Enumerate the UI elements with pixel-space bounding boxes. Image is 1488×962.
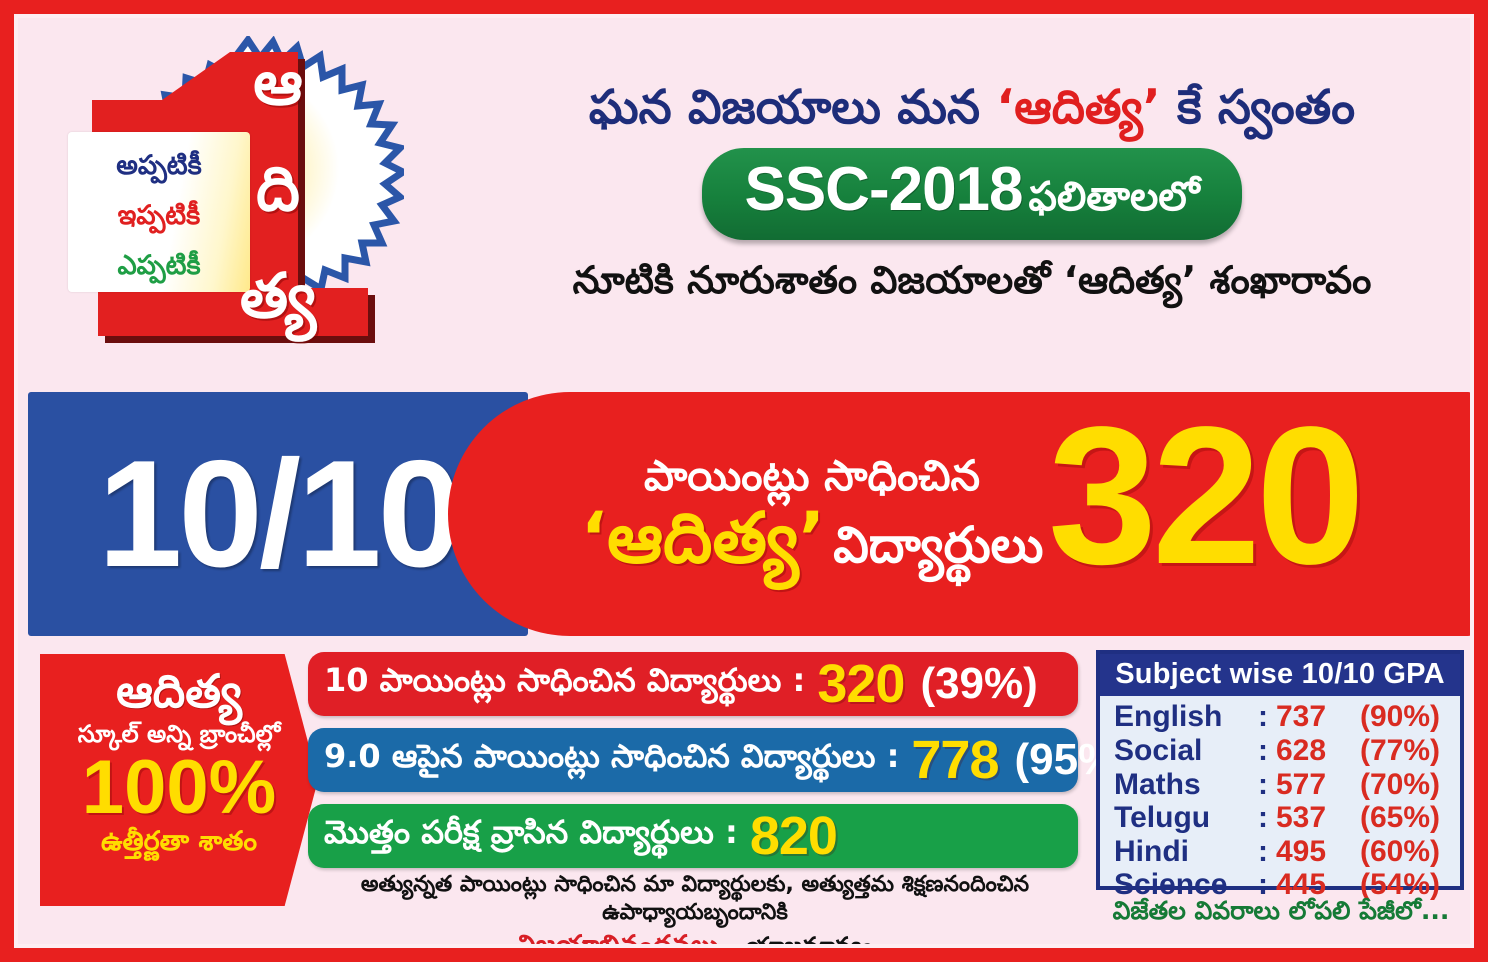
school-logo: అప్పటికీ ఇప్పటికీ ఎప్పటికీ ఆ ది త్య [22,20,482,364]
achievement-count: 320 [1048,392,1365,605]
achievement-text: పాయింట్లు సాధించిన ‘ఆదిత్య’ విద్యార్థులు [532,406,1092,622]
badge-branches-line: స్కూల్ అన్ని బ్రాంచీల్లో [77,720,281,748]
gpa-subject: Social [1114,733,1203,767]
badge-percent-value: 100% [81,745,277,830]
subject-gpa-table: Subject wise 10/10 GPA English : 737 (90… [1096,650,1464,901]
logo-tagline-panel [68,132,250,292]
gpa-separator: : [1258,700,1268,734]
achievement-subline: పాయింట్లు సాధించిన [643,451,981,500]
ssc-exam-badge: SSC-2018 ఫలితాలలో [702,147,1242,240]
gpa-percent: (65%) [1360,801,1441,835]
main-banner: 10/10 పాయింట్లు సాధించిన ‘ఆదిత్య’ విద్యార… [28,392,1474,636]
headline-secondary: నూటికి నూరుశాతం విజయాలతో ‘ఆదిత్య’ శంఖారా… [572,257,1372,302]
badge-percent-caption: ఉత్తీర్ణతా శాతం [100,826,258,857]
logo-brand-vertical: ఆ ది త్య [218,46,338,332]
footer-line-1: అత్యున్నత పాయింట్లు సాధించిన మా విద్యార్… [360,872,1030,925]
badge-brand: ఆదిత్య [116,664,242,718]
gpa-count: 628 [1276,733,1327,767]
stats-bars: 10 పాయింట్లు సాధించిన విద్యార్థులు : 320… [308,652,1132,870]
headline-brand: ‘ఆదిత్య’ [996,80,1161,135]
gpa-separator: : [1258,868,1268,902]
gpa-percent: (90%) [1360,700,1441,734]
gpa-table-body: English : 737 (90%) Social : 628 (77%) M… [1100,696,1460,902]
achievement-brand: ‘ఆదిత్య’ [580,497,826,579]
gpa-row: Telugu : 537 (65%) [1114,801,1450,835]
pass-percentage-badge: ఆదిత్య స్కూల్ అన్ని బ్రాంచీల్లో 100% ఉత్… [40,654,318,906]
gpa-row: Maths : 577 (70%) [1114,768,1450,802]
stat-bar-label: 9.0 ఆపైన పాయింట్లు సాధించిన విద్యార్థులు… [324,737,900,775]
score-panel: 10/10 [28,392,528,636]
gpa-row: Science : 445 (54%) [1114,868,1450,902]
logo-brand-char-2: ది [256,152,300,226]
gpa-count: 577 [1276,767,1327,801]
gpa-separator: : [1258,801,1268,835]
logo-brand-char-1: ఆ [253,46,303,119]
top-section: అప్పటికీ ఇప్పటికీ ఎప్పటికీ ఆ ది త్య ఘన వ… [14,14,1474,366]
tagline-3: ఎప్పటికీ [117,249,201,281]
ssc-badge-latin: SSC-2018 [744,154,1023,224]
gpa-count: 737 [1276,700,1327,734]
footer-congrats: అత్యున్నత పాయింట్లు సాధించిన మా విద్యార్… [300,871,1090,961]
gpa-subject: English [1114,700,1223,734]
achievement-students-word: విద్యార్థులు [833,516,1044,574]
gpa-subject: Telugu [1114,801,1211,835]
gpa-percent: (60%) [1360,834,1441,868]
stat-bar-above-9: 9.0 ఆపైన పాయింట్లు సాధించిన విద్యార్థులు… [308,728,1132,792]
footer-congrats-word: విజయాభినందనలు [516,930,719,961]
gpa-subject: Hindi [1114,834,1189,868]
stat-bar-percent: (39%) [920,659,1038,708]
stat-bar-value: 320 [817,654,905,714]
stat-bar-value: 778 [911,730,999,790]
stat-bar-label: 10 పాయింట్లు సాధించిన విద్యార్థులు : [324,661,806,699]
score-value: 10/10 [97,428,462,599]
gpa-percent: (77%) [1360,733,1441,767]
headline-primary: ఘన విజయాలు మన ‘ఆదిత్య’ కే స్వంతం [480,82,1464,134]
gpa-table-title: Subject wise 10/10 GPA [1100,654,1460,697]
headline-part1: ఘన విజయాలు మన [588,80,997,135]
gpa-separator: : [1258,733,1268,767]
gpa-separator: : [1258,767,1268,801]
gpa-count: 537 [1276,801,1327,835]
stat-bar-10-points: 10 పాయింట్లు సాధించిన విద్యార్థులు : 320… [308,652,1078,716]
footer-management-word: - యాజమాన్యం [718,932,874,960]
gpa-row: English : 737 (90%) [1114,700,1450,734]
lower-section: ఆదిత్య స్కూల్ అన్ని బ్రాంచీల్లో 100% ఉత్… [28,646,1474,948]
logo-brand-char-3: త్య [239,258,317,332]
gpa-count: 445 [1276,868,1327,902]
tagline-1: అప్పటికీ [116,149,202,181]
header-text-block: ఘన విజయాలు మన ‘ఆదిత్య’ కే స్వంతం SSC-201… [480,24,1464,366]
ssc-badge-telugu: ఫలితాలలో [1028,173,1200,220]
achievement-mainline: ‘ఆదిత్య’ విద్యార్థులు [532,503,1092,573]
stat-bar-total-appeared: మొత్తం పరీక్ష వ్రాసిన విద్యార్థులు : 820 [308,804,1078,868]
stat-bar-label: మొత్తం పరీక్ష వ్రాసిన విద్యార్థులు : [324,813,738,851]
inside-pages-note: విజేతల వివరాలు లోపలి పేజీలో... [1112,896,1450,925]
tagline-2: ఇప్పటికీ [117,199,201,231]
gpa-percent: (54%) [1360,868,1441,902]
achievement-panel: పాయింట్లు సాధించిన ‘ఆదిత్య’ విద్యార్థులు … [448,392,1474,636]
gpa-count: 495 [1276,834,1327,868]
stat-bar-value: 820 [749,806,838,866]
headline-part2: కే స్వంతం [1160,80,1356,135]
gpa-subject: Science [1114,868,1228,902]
gpa-separator: : [1258,834,1268,868]
logo-taglines: అప్పటికీ ఇప్పటికీ ఎప్పటికీ [68,140,250,290]
footer-line-2: విజయాభినందనలు - యాజమాన్యం [300,928,1090,961]
gpa-row: Hindi : 495 (60%) [1114,835,1450,869]
gpa-percent: (70%) [1360,767,1441,801]
gpa-row: Social : 628 (77%) [1114,734,1450,768]
gpa-subject: Maths [1114,767,1201,801]
